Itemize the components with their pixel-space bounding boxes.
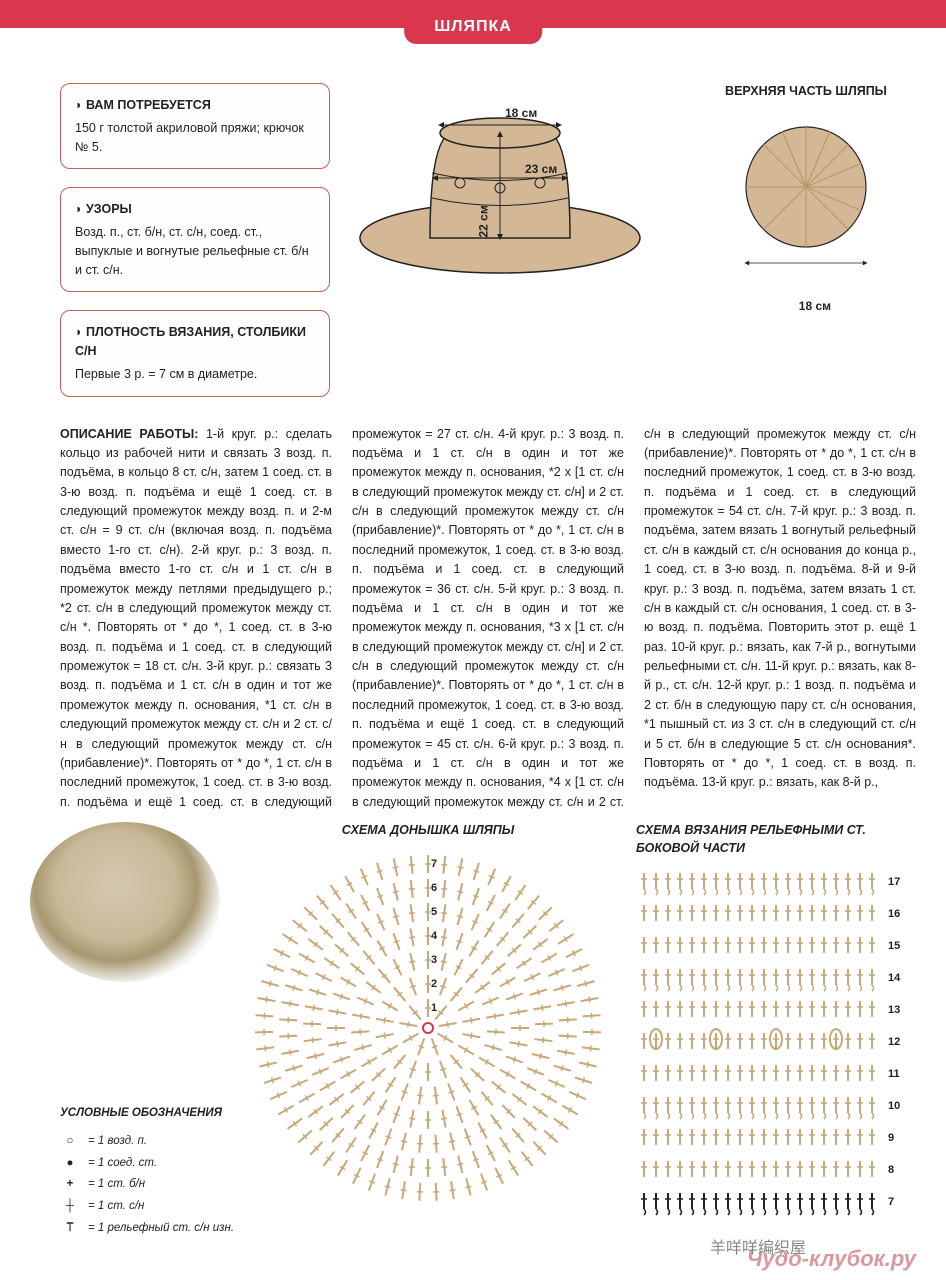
legend-row: ○ = 1 возд. п. — [60, 1131, 234, 1153]
svg-text:1: 1 — [431, 1002, 437, 1014]
dim-height: 22 см — [476, 205, 493, 237]
svg-text:10: 10 — [888, 1100, 900, 1112]
svg-text:2: 2 — [431, 978, 437, 990]
side-title: СХЕМА ВЯЗАНИЯ РЕЛЬЕФНЫМИ СТ. БОКОВОЙ ЧАС… — [636, 822, 916, 857]
legend-symbol: ● — [60, 1153, 80, 1175]
svg-text:13: 13 — [888, 1004, 900, 1016]
materials-text: 150 г толстой акриловой пряжи; крючок № … — [75, 119, 315, 157]
legend: УСЛОВНЫЕ ОБОЗНАЧЕНИЯ ○ = 1 возд. п. ● = 1 с… — [60, 1103, 234, 1240]
hat-photo — [30, 822, 220, 982]
desc-label: ОПИСАНИЕ РАБОТЫ: — [60, 427, 198, 441]
wechat-watermark: 羊咩咩编织屋 — [710, 1238, 806, 1260]
materials-box: ВАМ ПОТРЕБУЕТСЯ 150 г толстой акриловой … — [60, 83, 330, 169]
gauge-title: ПЛОТНОСТЬ ВЯЗАНИЯ, СТОЛБИКИ С/Н — [75, 323, 315, 361]
legend-text: = 1 ст. с/н — [88, 1196, 144, 1218]
svg-text:17: 17 — [888, 876, 900, 888]
svg-text:7: 7 — [431, 858, 437, 870]
legend-text: = 1 соед. ст. — [88, 1153, 157, 1175]
svg-text:8: 8 — [888, 1164, 894, 1176]
legend-symbol: ○ — [60, 1131, 80, 1153]
svg-text:14: 14 — [888, 972, 901, 984]
svg-text:12: 12 — [888, 1036, 900, 1048]
legend-row: ┼ = 1 ст. с/н — [60, 1196, 234, 1218]
legend-text: = 1 возд. п. — [88, 1131, 147, 1153]
dim-top: 18 см — [505, 105, 537, 122]
svg-text:3: 3 — [431, 954, 437, 966]
svg-text:9: 9 — [888, 1132, 894, 1144]
legend-symbol: ⟙ — [60, 1218, 80, 1240]
desc-body: 1-й круг. р.: сделать кольцо из рабочей … — [60, 427, 916, 809]
dim-circle: 18 см — [799, 298, 831, 315]
page-title-tab: ШЛЯПКА — [404, 10, 542, 44]
info-boxes-column: ВАМ ПОТРЕБУЕТСЯ 150 г толстой акриловой … — [60, 83, 330, 415]
svg-text:11: 11 — [888, 1068, 900, 1080]
svg-text:7: 7 — [888, 1196, 894, 1208]
patterns-title: УЗОРЫ — [75, 200, 315, 219]
svg-text:4: 4 — [431, 930, 438, 942]
hat-diagram-area: ВЕРХНЯЯ ЧАСТЬ ШЛЯПЫ 18 см 23 см 22 см — [350, 83, 916, 415]
svg-text:16: 16 — [888, 908, 900, 920]
materials-title: ВАМ ПОТРЕБУЕТСЯ — [75, 96, 315, 115]
svg-text:15: 15 — [888, 940, 900, 952]
side-schema: СХЕМА ВЯЗАНИЯ РЕЛЬЕФНЫМИ СТ. БОКОВОЙ ЧАС… — [636, 822, 916, 1230]
svg-text:5: 5 — [431, 906, 437, 918]
crown-schema: СХЕМА ДОНЫШКА ШЛЯПЫ 1 2 3 4 5 6 7 — [230, 822, 626, 1230]
legend-title: УСЛОВНЫЕ ОБОЗНАЧЕНИЯ — [60, 1103, 234, 1125]
upper-content: ВАМ ПОТРЕБУЕТСЯ 150 г толстой акриловой … — [0, 28, 946, 415]
legend-text: = 1 рельефный ст. с/н изн. — [88, 1218, 234, 1240]
top-view-label: ВЕРХНЯЯ ЧАСТЬ ШЛЯПЫ — [696, 83, 916, 101]
gauge-text: Первые 3 р. = 7 см в диаметре. — [75, 365, 315, 384]
side-diagram-svg: 7 8 9 10 11 12 13 14 15 16 17 — [636, 865, 906, 1225]
legend-symbol: ┼ — [60, 1196, 80, 1218]
legend-row: + = 1 ст. б/н — [60, 1174, 234, 1196]
gauge-box: ПЛОТНОСТЬ ВЯЗАНИЯ, СТОЛБИКИ С/Н Первые 3… — [60, 310, 330, 396]
legend-text: = 1 ст. б/н — [88, 1174, 145, 1196]
legend-row: ⟙ = 1 рельефный ст. с/н изн. — [60, 1218, 234, 1240]
legend-symbol: + — [60, 1174, 80, 1196]
work-description: ОПИСАНИЕ РАБОТЫ: 1-й круг. р.: сделать к… — [0, 425, 946, 813]
hat-side-diagram — [350, 83, 650, 283]
svg-text:6: 6 — [431, 882, 437, 894]
crown-title: СХЕМА ДОНЫШКА ШЛЯПЫ — [230, 822, 626, 840]
patterns-text: Возд. п., ст. б/н, ст. с/н, соед. ст., в… — [75, 223, 315, 279]
crown-diagram-svg: 1 2 3 4 5 6 7 — [248, 848, 608, 1208]
legend-row: ● = 1 соед. ст. — [60, 1153, 234, 1175]
dim-mid: 23 см — [525, 161, 557, 178]
patterns-box: УЗОРЫ Возд. п., ст. б/н, ст. с/н, соед. … — [60, 187, 330, 292]
hat-top-diagram — [726, 123, 886, 283]
